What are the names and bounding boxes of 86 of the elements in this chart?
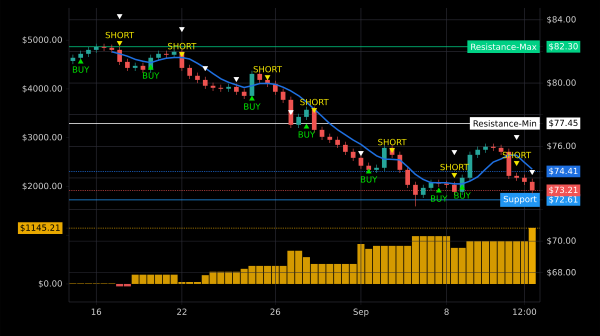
- candlestick: [428, 179, 434, 192]
- y2-tick-label: $5000.00: [22, 36, 62, 44]
- candlestick: [420, 184, 426, 198]
- x-tick-label: 12:00: [513, 308, 536, 315]
- y-tick-label: $68.00: [547, 268, 576, 277]
- series-label: BUY: [72, 66, 90, 73]
- y2-tick-label: $0.00: [38, 280, 62, 288]
- x-tick-label: 8: [444, 308, 449, 315]
- candlestick: [320, 126, 324, 140]
- point: [148, 64, 154, 70]
- point: [514, 161, 520, 166]
- text: BUY: [244, 103, 261, 110]
- point: [179, 27, 185, 32]
- candlestick: [468, 151, 472, 182]
- candlestick: [86, 46, 91, 58]
- candlestick: [102, 43, 106, 52]
- y2-tick-label: $4000.00: [22, 85, 62, 93]
- point: [358, 151, 364, 156]
- candlestick: [475, 146, 480, 158]
- candlestick: [280, 88, 286, 104]
- text: SHORT: [254, 66, 282, 72]
- candlestick: [210, 82, 216, 92]
- text: BUY: [454, 192, 471, 199]
- point: [459, 184, 465, 190]
- point: [249, 96, 255, 101]
- text: BUY: [142, 72, 160, 79]
- series-label: SHORT: [378, 138, 407, 146]
- point: [234, 77, 240, 82]
- candlestick: [296, 113, 302, 128]
- text: BUY: [298, 131, 316, 138]
- candlestick: [70, 54, 76, 64]
- text: BUY: [360, 176, 378, 183]
- candlestick: [335, 136, 340, 148]
- y-tick-label: $77.45: [549, 120, 578, 128]
- text: SHORT: [106, 32, 134, 38]
- y-tick-label: $72.61: [549, 196, 578, 204]
- point: [311, 108, 318, 113]
- point: [179, 52, 185, 58]
- candlestick: [405, 166, 410, 188]
- candlestick: [483, 143, 488, 154]
- candlestick: [366, 162, 372, 174]
- candlestick: [140, 62, 146, 74]
- y-tick-label: $73.21: [549, 186, 578, 194]
- y-tick-label: $70.00: [547, 237, 576, 245]
- y2-tick-label: $3000.00: [22, 134, 62, 142]
- candlestick: [125, 58, 130, 72]
- candlestick: [522, 174, 527, 186]
- ref-line-label: Support: [504, 196, 537, 204]
- point: [436, 188, 442, 193]
- candlestick: [374, 164, 379, 174]
- candlestick: [350, 148, 356, 162]
- point: [304, 124, 310, 129]
- point: [288, 110, 294, 116]
- y-tick-label: $82.30: [549, 42, 578, 51]
- point: [78, 58, 84, 64]
- y-tick-label: $74.41: [549, 168, 578, 176]
- x-tick-label: 26: [270, 308, 280, 315]
- candlestick: [498, 144, 504, 156]
- y2-tick-label: $2000.00: [22, 182, 62, 190]
- point: [366, 168, 372, 174]
- point: [452, 150, 458, 156]
- candlestick: [187, 64, 192, 80]
- x-tick-label: Sep: [354, 308, 368, 317]
- y-tick-label: $84.00: [547, 16, 576, 24]
- point: [264, 75, 270, 80]
- ref-line-label: Resistance-Max: [471, 43, 537, 50]
- point: [514, 135, 520, 140]
- candlestick: [94, 43, 99, 54]
- candlestick: [202, 76, 208, 90]
- candlestick: [195, 72, 200, 84]
- point: [116, 14, 122, 20]
- candlestick: [234, 83, 239, 96]
- candlestick: [242, 88, 247, 100]
- point: [202, 66, 208, 72]
- y-tick-label: $80.00: [547, 79, 576, 87]
- point: [452, 173, 458, 178]
- candlestick: [304, 106, 309, 120]
- y2-tick-label: $1145.21: [20, 224, 60, 232]
- point: [529, 170, 536, 175]
- candlestick: [327, 133, 332, 144]
- x-tick-label: 16: [92, 308, 102, 315]
- point: [116, 41, 122, 46]
- x-tick-label: 22: [177, 308, 186, 315]
- ref-line-label: Resistance-Min: [474, 120, 536, 127]
- y-tick-label: $76.00: [547, 142, 576, 150]
- candlestick: [343, 141, 348, 156]
